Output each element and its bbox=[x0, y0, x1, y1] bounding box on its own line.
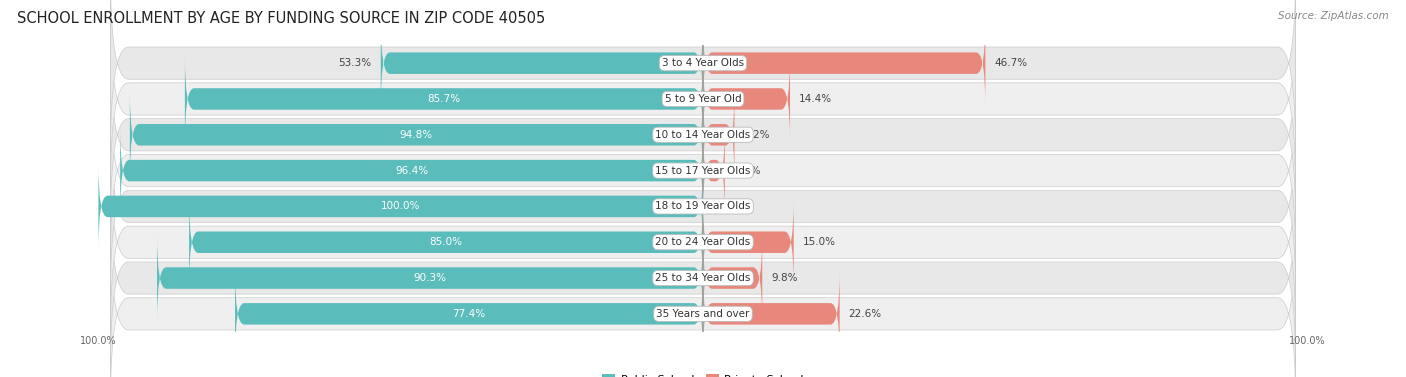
FancyBboxPatch shape bbox=[703, 92, 734, 178]
Text: 77.4%: 77.4% bbox=[453, 309, 485, 319]
FancyBboxPatch shape bbox=[235, 271, 703, 357]
Text: 94.8%: 94.8% bbox=[399, 130, 433, 140]
FancyBboxPatch shape bbox=[703, 56, 790, 142]
Text: 3 to 4 Year Olds: 3 to 4 Year Olds bbox=[662, 58, 744, 68]
FancyBboxPatch shape bbox=[111, 0, 1295, 155]
FancyBboxPatch shape bbox=[703, 235, 762, 321]
FancyBboxPatch shape bbox=[703, 271, 839, 357]
Text: 20 to 24 Year Olds: 20 to 24 Year Olds bbox=[655, 237, 751, 247]
Text: 15.0%: 15.0% bbox=[803, 237, 835, 247]
FancyBboxPatch shape bbox=[111, 8, 1295, 190]
Text: SCHOOL ENROLLMENT BY AGE BY FUNDING SOURCE IN ZIP CODE 40505: SCHOOL ENROLLMENT BY AGE BY FUNDING SOUR… bbox=[17, 11, 546, 26]
FancyBboxPatch shape bbox=[703, 20, 986, 106]
Text: 96.4%: 96.4% bbox=[395, 166, 429, 176]
FancyBboxPatch shape bbox=[703, 128, 724, 214]
Text: 14.4%: 14.4% bbox=[799, 94, 832, 104]
FancyBboxPatch shape bbox=[188, 199, 703, 285]
FancyBboxPatch shape bbox=[111, 115, 1295, 298]
Text: 0.0%: 0.0% bbox=[711, 201, 738, 211]
FancyBboxPatch shape bbox=[111, 187, 1295, 369]
Legend: Public School, Private School: Public School, Private School bbox=[598, 369, 808, 377]
Text: 85.7%: 85.7% bbox=[427, 94, 461, 104]
Text: 100.0%: 100.0% bbox=[381, 201, 420, 211]
Text: 5 to 9 Year Old: 5 to 9 Year Old bbox=[665, 94, 741, 104]
FancyBboxPatch shape bbox=[381, 20, 703, 106]
FancyBboxPatch shape bbox=[98, 164, 703, 250]
Text: Source: ZipAtlas.com: Source: ZipAtlas.com bbox=[1278, 11, 1389, 21]
Text: 15 to 17 Year Olds: 15 to 17 Year Olds bbox=[655, 166, 751, 176]
Text: 85.0%: 85.0% bbox=[430, 237, 463, 247]
FancyBboxPatch shape bbox=[111, 151, 1295, 334]
Text: 25 to 34 Year Olds: 25 to 34 Year Olds bbox=[655, 273, 751, 283]
Text: 10 to 14 Year Olds: 10 to 14 Year Olds bbox=[655, 130, 751, 140]
FancyBboxPatch shape bbox=[184, 56, 703, 142]
Text: 46.7%: 46.7% bbox=[994, 58, 1028, 68]
Text: 35 Years and over: 35 Years and over bbox=[657, 309, 749, 319]
FancyBboxPatch shape bbox=[111, 43, 1295, 226]
Text: 3.6%: 3.6% bbox=[734, 166, 761, 176]
Text: 9.8%: 9.8% bbox=[772, 273, 797, 283]
FancyBboxPatch shape bbox=[703, 199, 793, 285]
Text: 5.2%: 5.2% bbox=[744, 130, 770, 140]
Text: 22.6%: 22.6% bbox=[849, 309, 882, 319]
FancyBboxPatch shape bbox=[157, 235, 703, 321]
FancyBboxPatch shape bbox=[111, 79, 1295, 262]
FancyBboxPatch shape bbox=[111, 222, 1295, 377]
Text: 53.3%: 53.3% bbox=[339, 58, 371, 68]
FancyBboxPatch shape bbox=[120, 128, 703, 214]
Text: 90.3%: 90.3% bbox=[413, 273, 447, 283]
FancyBboxPatch shape bbox=[129, 92, 703, 178]
Text: 18 to 19 Year Olds: 18 to 19 Year Olds bbox=[655, 201, 751, 211]
